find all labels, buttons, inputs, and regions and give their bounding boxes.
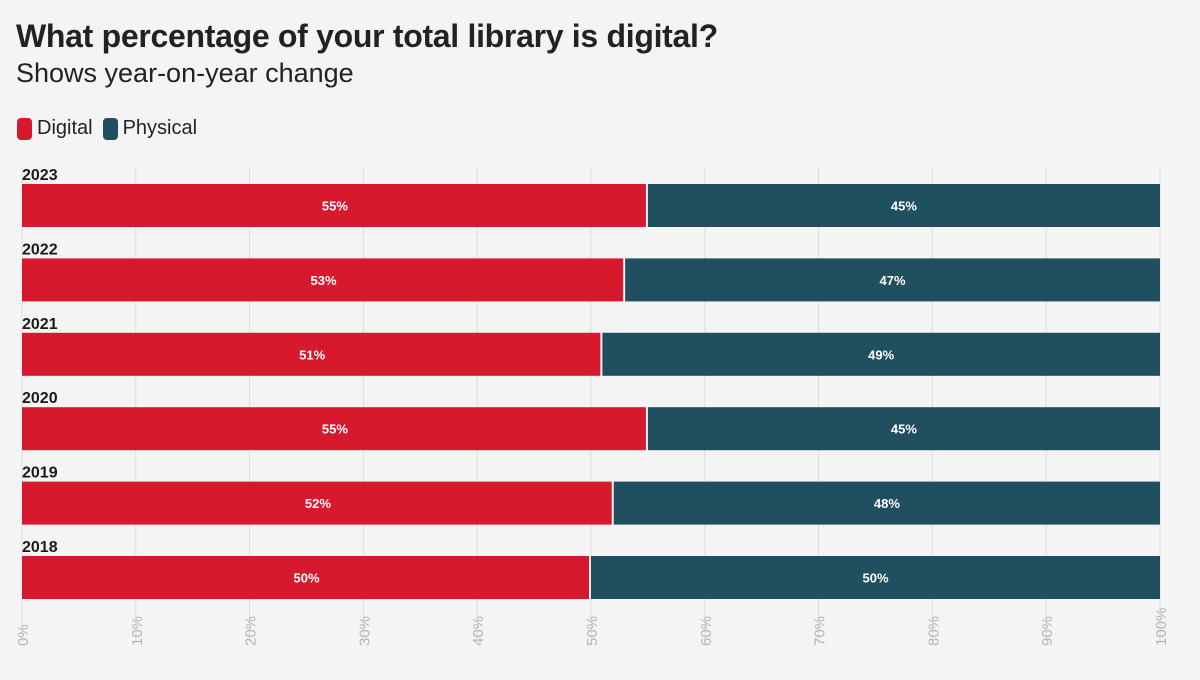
x-tick-label: 70% [812, 616, 829, 646]
x-tick-label: 10% [129, 616, 146, 646]
bar-physical [625, 258, 1160, 302]
data-label: 52% [305, 496, 331, 511]
data-label: 45% [891, 199, 917, 214]
data-label: 51% [299, 347, 325, 362]
category-label: 2022 [22, 241, 58, 258]
legend-swatch-physical [102, 117, 118, 140]
category-label: 2019 [22, 465, 58, 482]
bar-digital [22, 407, 646, 451]
data-label: 48% [874, 496, 900, 511]
data-label: 50% [862, 571, 888, 586]
legend-item-digital[interactable]: Digital [17, 117, 93, 140]
category-label: 2020 [22, 390, 58, 407]
legend-swatch-digital [17, 117, 32, 140]
data-label: 55% [322, 199, 348, 214]
bar-digital [22, 258, 624, 302]
bar-digital [22, 184, 646, 227]
bar-digital [22, 332, 601, 376]
data-label: 55% [322, 422, 348, 437]
data-label: 47% [880, 273, 906, 288]
x-tick-label: 100% [1153, 608, 1170, 646]
chart-title: What percentage of your total library is… [16, 18, 718, 54]
chart-subtitle: Shows year-on-year change [16, 58, 354, 88]
x-tick-label: 20% [243, 616, 260, 646]
x-tick-label: 30% [356, 616, 373, 646]
x-tick-label: 60% [698, 616, 715, 646]
x-tick-label: 0% [15, 624, 32, 646]
data-label: 49% [868, 347, 894, 362]
category-label: 2018 [22, 539, 58, 556]
category-label: 2021 [22, 316, 58, 333]
legend: Digital Physical [17, 117, 207, 140]
data-label: 53% [311, 273, 337, 288]
legend-label-digital: Digital [37, 117, 93, 139]
bar-digital [22, 481, 612, 525]
bar-physical [591, 556, 1160, 599]
x-tick-label: 50% [584, 616, 601, 646]
category-label: 2023 [22, 167, 58, 184]
legend-item-physical[interactable]: Physical [102, 117, 198, 140]
bar-physical [602, 332, 1160, 376]
bar-physical [647, 184, 1160, 227]
bar-digital [22, 556, 589, 599]
data-label: 45% [891, 422, 917, 437]
bar-physical [613, 481, 1160, 525]
x-tick-label: 90% [1039, 616, 1056, 646]
x-tick-label: 80% [925, 616, 942, 646]
bar-physical [647, 407, 1160, 451]
x-tick-label: 40% [470, 616, 487, 646]
legend-label-physical: Physical [122, 117, 198, 139]
data-label: 50% [293, 571, 319, 586]
